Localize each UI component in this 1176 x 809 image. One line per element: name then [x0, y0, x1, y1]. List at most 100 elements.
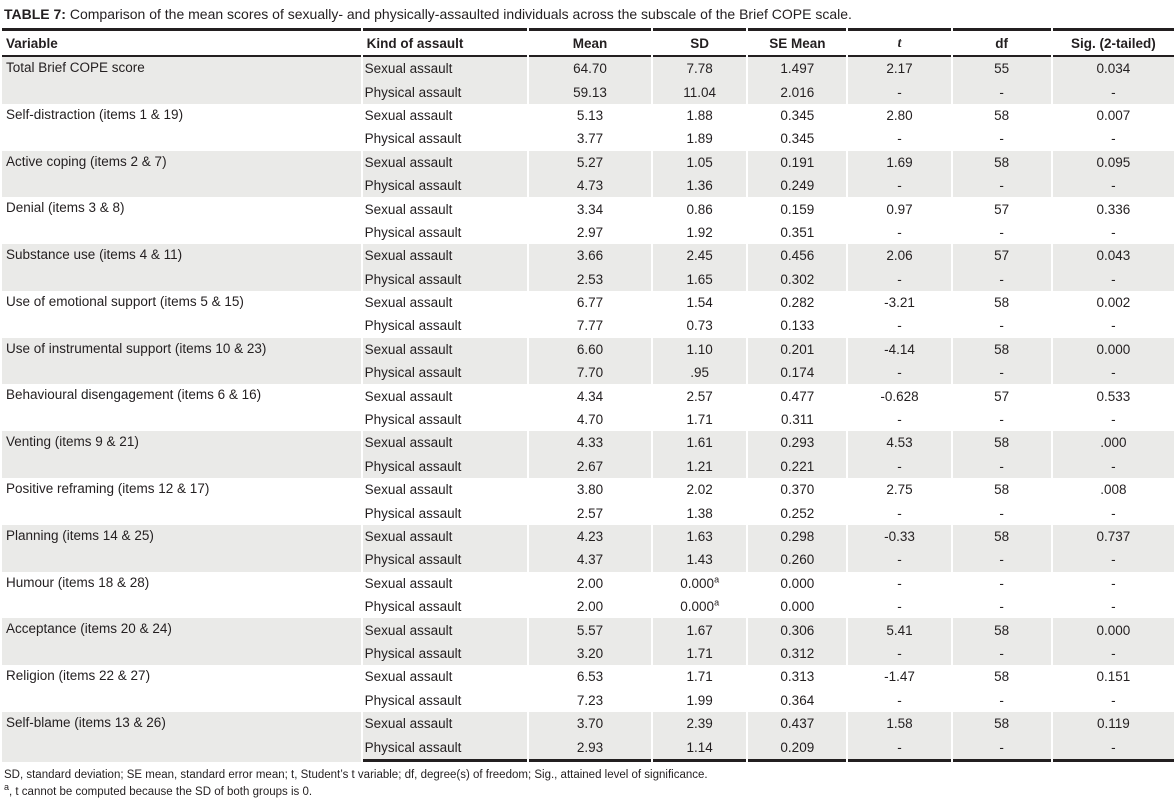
cell-variable: Behavioural disengagement (items 6 & 16) — [6, 387, 262, 403]
cell-se-mean: 0.249 — [748, 173, 847, 198]
cell-sd: 2.39 — [653, 711, 747, 736]
cell-t: - — [848, 641, 951, 666]
cell-kind: Physical assault — [362, 548, 527, 572]
cell-t: - — [897, 131, 902, 147]
cell-variable: Religion (items 22 & 27) — [6, 668, 151, 684]
cell-sig: 0.336 — [1096, 201, 1131, 217]
cell-kind: Sexual assault — [362, 150, 527, 174]
cell-sig: 0.095 — [1052, 150, 1174, 174]
cell-kind: Physical assault — [364, 412, 462, 428]
cell-kind: Sexual assault — [364, 482, 453, 498]
cell-sig: - — [1111, 318, 1116, 334]
table-row: Self-blame (items 13 & 26) Sexual assault… — [2, 711, 1174, 762]
cell-sd: 1.89 — [686, 131, 713, 147]
col-header-kind-of-assault: Kind of assault — [362, 28, 527, 57]
cell-t: - — [897, 692, 902, 708]
cell-se-mean: 0.351 — [780, 224, 815, 240]
footnote-a: a, t cannot be computed because the SD o… — [4, 782, 1172, 801]
cell-mean: 4.70 — [576, 412, 604, 428]
table-footnotes: SD, standard deviation; SE mean, standar… — [0, 762, 1176, 801]
cell-df: - — [952, 641, 1051, 666]
cell-se-mean: 0.159 — [780, 201, 815, 217]
cell-mean: 3.70 — [528, 711, 652, 736]
cell-se-mean: 0.345 — [780, 107, 815, 123]
cell-df: - — [999, 692, 1004, 708]
cell-kind: Sexual assault — [364, 575, 453, 591]
cell-mean: 3.80 — [576, 482, 604, 498]
col-header-df: df — [952, 28, 1051, 57]
cell-sd: 1.71 — [686, 669, 713, 685]
table-caption: TABLE 7: Comparison of the mean scores o… — [0, 0, 1176, 28]
cell-t: - — [897, 505, 902, 521]
cell-mean: 2.00 — [576, 575, 604, 591]
cell-sig: - — [1111, 505, 1116, 521]
brief-cope-comparison-table: Variable Kind of assault Mean SD SE Mean… — [0, 28, 1176, 762]
cell-kind: Physical assault — [364, 692, 462, 708]
col-header-se-mean: SE Mean — [748, 28, 847, 57]
cell-sig: - — [1111, 692, 1116, 708]
cell-mean: 6.53 — [576, 669, 604, 685]
cell-kind: Sexual assault — [362, 431, 527, 455]
cell-df: - — [999, 318, 1004, 334]
cell-sd: 2.57 — [686, 388, 713, 404]
table-row: Total Brief COPE score Sexual assault 64.7… — [2, 57, 1174, 104]
cell-variable: Denial (items 3 & 8) — [6, 200, 125, 216]
col-header-mean: Mean — [528, 28, 652, 57]
table-row: Planning (items 14 & 25) Sexual assault 4.… — [2, 524, 1174, 572]
cell-se-mean: 0.313 — [780, 669, 815, 685]
cell-sd: 1.63 — [653, 524, 747, 549]
cell-t: -4.14 — [848, 337, 951, 362]
cell-sig: .000 — [1052, 431, 1174, 455]
table-row: Acceptance (items 20 & 24) Sexual assault… — [2, 618, 1174, 666]
cell-sig: - — [1052, 735, 1174, 762]
cell-sd: 2.02 — [686, 482, 713, 498]
col-header-sig: Sig. (2-tailed) — [1052, 28, 1174, 57]
cell-variable: Positive reframing (items 12 & 17) — [6, 481, 210, 497]
cell-sig: 0.151 — [1096, 669, 1131, 685]
cell-sd: 1.21 — [653, 454, 747, 479]
cell-kind: Sexual assault — [364, 295, 453, 311]
cell-df: 58 — [994, 107, 1010, 123]
cell-df: 58 — [952, 150, 1051, 174]
cell-sig: 0.000 — [1052, 618, 1174, 642]
table-row: Behavioural disengagement (items 6 & 16)… — [2, 384, 1174, 407]
cell-kind: Sexual assault — [362, 618, 527, 642]
cell-df: 58 — [952, 431, 1051, 455]
cell-t: 1.69 — [848, 150, 951, 174]
cell-sig: 0.000 — [1052, 337, 1174, 362]
cell-sig: - — [1052, 454, 1174, 479]
cell-df: - — [952, 548, 1051, 572]
cell-sd: 1.67 — [653, 618, 747, 642]
cell-kind: Physical assault — [364, 505, 462, 521]
cell-t: - — [897, 412, 902, 428]
cell-df: - — [999, 131, 1004, 147]
cell-sd: 1.54 — [686, 295, 713, 311]
cell-variable: Self-distraction (items 1 & 19) — [6, 106, 184, 122]
cell-sd: 1.38 — [686, 505, 713, 521]
cell-df: 58 — [994, 669, 1010, 685]
table-row: Physical assault 2.53 1.65 0.302- - - — [2, 267, 1174, 291]
cell-kind: Physical assault — [364, 224, 462, 240]
cell-sd: 0.000a — [680, 597, 720, 615]
cell-mean: 7.70 — [528, 361, 652, 385]
cell-t: 1.58 — [848, 711, 951, 736]
cell-sd: 1.36 — [653, 173, 747, 198]
table-header: Variable Kind of assault Mean SD SE Mean… — [2, 28, 1174, 57]
cell-df: 57 — [994, 388, 1010, 404]
cell-t: 5.41 — [848, 618, 951, 642]
cell-se-mean: 0.252 — [780, 505, 815, 521]
cell-sig: 0.034 — [1052, 57, 1174, 81]
cell-kind: Physical assault — [364, 131, 462, 147]
cell-sd: 1.92 — [686, 224, 713, 240]
cell-kind: Physical assault — [362, 641, 527, 666]
cell-se-mean: 0.133 — [780, 318, 815, 334]
cell-sig: 0.002 — [1096, 295, 1131, 311]
cell-t: 2.06 — [848, 244, 951, 268]
cell-mean: 3.77 — [576, 131, 604, 147]
cell-variable: Acceptance (items 20 & 24) — [2, 618, 361, 666]
cell-df: - — [999, 599, 1004, 615]
cell-df: - — [952, 454, 1051, 479]
cell-se-mean: 0.293 — [748, 431, 847, 455]
table-row: Physical assault 7.23 1.99 0.364 - - - — [2, 689, 1174, 712]
cell-df: 58 — [952, 524, 1051, 549]
